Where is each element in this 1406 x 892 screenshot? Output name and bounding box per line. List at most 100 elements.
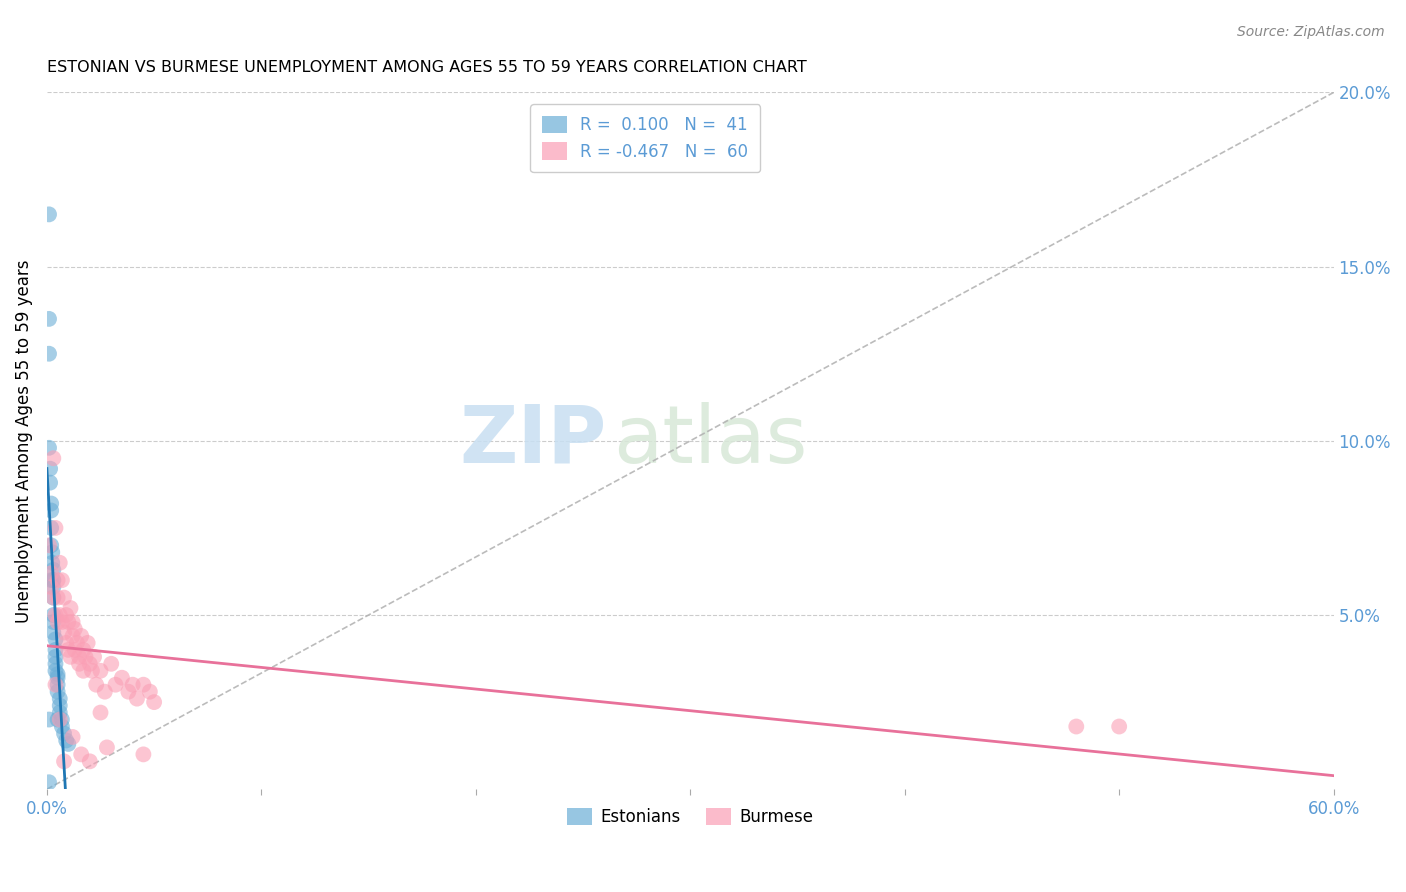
Point: [96, 740, 118, 755]
Point: [67, 649, 90, 664]
Point: [51, 713, 73, 727]
Point: [44, 657, 66, 671]
Point: [55, 636, 77, 650]
Point: [38, 441, 60, 455]
Point: [70, 747, 93, 762]
Point: [79, 755, 101, 769]
Point: [39, 461, 62, 475]
Point: [79, 657, 101, 671]
Point: [44, 632, 66, 647]
Point: [132, 678, 155, 692]
Point: [49, 607, 72, 622]
Point: [42, 591, 65, 605]
Point: [39, 538, 62, 552]
Point: [58, 643, 80, 657]
Point: [44, 664, 66, 678]
Text: Source: ZipAtlas.com: Source: ZipAtlas.com: [1237, 25, 1385, 39]
Point: [44, 607, 66, 622]
Point: [111, 671, 134, 685]
Point: [51, 573, 73, 587]
Point: [42, 573, 65, 587]
Point: [143, 695, 166, 709]
Point: [49, 713, 72, 727]
Point: [44, 521, 66, 535]
Point: [62, 629, 84, 643]
Point: [63, 643, 86, 657]
Point: [46, 713, 69, 727]
Point: [38, 207, 60, 221]
Point: [42, 607, 65, 622]
Point: [89, 664, 111, 678]
Point: [75, 649, 97, 664]
Point: [38, 775, 60, 789]
Point: [53, 591, 76, 605]
Point: [46, 615, 69, 629]
Point: [46, 573, 69, 587]
Point: [66, 636, 89, 650]
Point: [76, 636, 98, 650]
Point: [132, 747, 155, 762]
Point: [42, 573, 65, 587]
Point: [1108, 719, 1130, 733]
Point: [42, 580, 65, 594]
Point: [46, 684, 69, 698]
Point: [41, 545, 63, 559]
Point: [42, 615, 65, 629]
Point: [1064, 719, 1087, 733]
Point: [42, 625, 65, 640]
Point: [62, 730, 84, 744]
Point: [104, 678, 127, 692]
Point: [49, 698, 72, 713]
Point: [72, 643, 94, 657]
Point: [39, 497, 62, 511]
Point: [44, 678, 66, 692]
Point: [46, 671, 69, 685]
Point: [59, 649, 82, 664]
Point: [44, 643, 66, 657]
Point: [80, 664, 103, 678]
Point: [51, 615, 73, 629]
Point: [39, 573, 62, 587]
Point: [46, 591, 69, 605]
Legend: Estonians, Burmese: Estonians, Burmese: [561, 802, 820, 833]
Point: [39, 566, 62, 581]
Point: [100, 657, 122, 671]
Point: [42, 563, 65, 577]
Point: [49, 691, 72, 706]
Point: [58, 615, 80, 629]
Point: [39, 475, 62, 490]
Point: [39, 580, 62, 594]
Y-axis label: Unemployment Among Ages 55 to 59 years: Unemployment Among Ages 55 to 59 years: [15, 259, 32, 623]
Point: [39, 503, 62, 517]
Point: [94, 684, 117, 698]
Point: [53, 726, 76, 740]
Point: [55, 733, 77, 747]
Point: [38, 311, 60, 326]
Point: [59, 601, 82, 615]
Point: [42, 451, 65, 466]
Point: [46, 667, 69, 681]
Point: [67, 657, 90, 671]
Text: atlas: atlas: [613, 401, 807, 480]
Point: [53, 755, 76, 769]
Point: [62, 615, 84, 629]
Point: [84, 678, 107, 692]
Point: [121, 678, 143, 692]
Point: [46, 678, 69, 692]
Text: ZIP: ZIP: [460, 401, 606, 480]
Point: [49, 706, 72, 720]
Point: [125, 691, 148, 706]
Point: [51, 719, 73, 733]
Point: [58, 737, 80, 751]
Point: [38, 347, 60, 361]
Point: [53, 625, 76, 640]
Point: [70, 629, 93, 643]
Text: ESTONIAN VS BURMESE UNEMPLOYMENT AMONG AGES 55 TO 59 YEARS CORRELATION CHART: ESTONIAN VS BURMESE UNEMPLOYMENT AMONG A…: [46, 60, 807, 75]
Point: [55, 607, 77, 622]
Point: [42, 591, 65, 605]
Point: [72, 664, 94, 678]
Point: [39, 521, 62, 535]
Point: [44, 649, 66, 664]
Point: [83, 649, 105, 664]
Point: [117, 684, 139, 698]
